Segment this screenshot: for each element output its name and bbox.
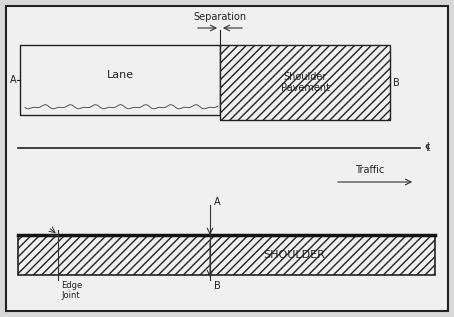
Bar [220, 45, 390, 120]
Bar [18, 235, 435, 275]
Text: A: A [10, 75, 17, 85]
Text: B: B [393, 77, 400, 87]
Text: Shoulder
Pavement: Shoulder Pavement [281, 72, 330, 93]
Text: A: A [214, 197, 221, 207]
Text: L: L [427, 146, 431, 152]
Bar [20, 45, 220, 115]
Text: Separation: Separation [193, 12, 247, 22]
Text: SHOULDER: SHOULDER [263, 250, 326, 260]
Text: Traffic: Traffic [355, 165, 385, 175]
Text: B: B [214, 281, 221, 291]
Text: Lane: Lane [106, 70, 133, 80]
Text: Edge
Joint: Edge Joint [61, 281, 82, 301]
Text: $\mathbf{¢}$: $\mathbf{¢}$ [424, 140, 431, 152]
